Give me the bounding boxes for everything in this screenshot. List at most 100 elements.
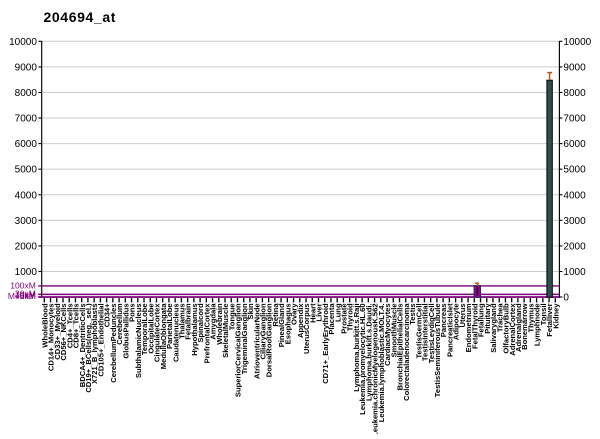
- svg-text:8000: 8000: [563, 88, 586, 99]
- svg-text:10000: 10000: [563, 37, 591, 48]
- svg-text:Leukemia.lymphoblastic.MOLT.4.: Leukemia.lymphoblastic.MOLT.4.: [377, 303, 386, 422]
- svg-text:Thyroid: Thyroid: [346, 303, 355, 331]
- svg-text:Placenta: Placenta: [327, 303, 336, 335]
- svg-text:Skin: Skin: [246, 303, 255, 319]
- svg-text:Fetallung: Fetallung: [477, 303, 486, 337]
- svg-text:Esophagus: Esophagus: [283, 303, 292, 344]
- svg-text:Trachea: Trachea: [495, 303, 504, 332]
- svg-text:Testis: Testis: [408, 303, 417, 324]
- svg-text:AdrenalCortex: AdrenalCortex: [508, 303, 517, 356]
- svg-text:Prostate: Prostate: [340, 303, 349, 333]
- svg-text:10000: 10000: [9, 37, 37, 48]
- svg-text:204694_at: 204694_at: [44, 9, 117, 25]
- svg-text:Adrenalgland: Adrenalgland: [514, 303, 523, 352]
- svg-text:TemporalLobe: TemporalLobe: [140, 303, 149, 355]
- svg-text:CiliaryGanglion: CiliaryGanglion: [259, 303, 268, 359]
- svg-text:CardiacMyocytes: CardiacMyocytes: [383, 303, 392, 365]
- svg-text:Caudatenucleus: Caudatenucleus: [171, 303, 180, 362]
- svg-text:SuperiorCervicalGanglion: SuperiorCervicalGanglion: [234, 303, 243, 397]
- svg-text:Lymphoma.burkitt.s.Daudi.: Lymphoma.burkitt.s.Daudi.: [364, 303, 373, 401]
- svg-text:Leukemia.promyelocytic.HL.60: Leukemia.promyelocytic.HL.60: [358, 303, 367, 414]
- svg-text:5000: 5000: [15, 165, 38, 176]
- svg-text:SkeletalMuscle: SkeletalMuscle: [221, 303, 230, 357]
- svg-text:BDCA4+_DentriticCells: BDCA4+_DentriticCells: [78, 303, 87, 387]
- svg-text:Pancreas: Pancreas: [439, 303, 448, 337]
- svg-text:2000: 2000: [563, 241, 586, 252]
- svg-text:Cerebellum: Cerebellum: [115, 303, 124, 345]
- svg-text:7000: 7000: [563, 114, 586, 125]
- svg-text:Appendix: Appendix: [296, 303, 305, 338]
- svg-text:Colorectaladenocarcinoma: Colorectaladenocarcinoma: [402, 303, 411, 401]
- svg-text:CD33+_Myeloid: CD33+_Myeloid: [53, 303, 62, 360]
- svg-text:3xM: 3xM: [20, 291, 36, 301]
- svg-text:PrefrontalCortex: PrefrontalCortex: [202, 303, 211, 364]
- svg-text:TestisLeydigCell: TestisLeydigCell: [427, 303, 436, 363]
- svg-text:5000: 5000: [563, 165, 586, 176]
- svg-text:CD14+_Monocytes: CD14+_Monocytes: [47, 303, 56, 371]
- svg-text:8000: 8000: [15, 88, 38, 99]
- svg-text:1000: 1000: [15, 267, 38, 278]
- svg-text:CD19+_BCells(neg._sel.): CD19+_BCells(neg._sel.): [84, 303, 93, 393]
- svg-text:Ovary: Ovary: [290, 303, 299, 325]
- svg-text:PinealGland: PinealGland: [277, 303, 286, 347]
- svg-text:TestisInterstitial: TestisInterstitial: [421, 303, 430, 361]
- svg-text:Spinalcord: Spinalcord: [196, 303, 205, 343]
- svg-text:SubthalamicNucleus: SubthalamicNucleus: [134, 303, 143, 378]
- svg-text:BronchialEpithelialCells: BronchialEpithelialCells: [396, 303, 405, 390]
- svg-text:Liver: Liver: [315, 303, 324, 321]
- svg-text:Thalamus: Thalamus: [178, 303, 187, 338]
- svg-text:CD4+_Tcells: CD4+_Tcells: [65, 303, 74, 348]
- svg-text:Adipocyte: Adipocyte: [452, 303, 461, 340]
- svg-text:AtrioventricularNode: AtrioventricularNode: [252, 303, 261, 379]
- svg-text:ParietalLobe: ParietalLobe: [165, 303, 174, 349]
- svg-text:Heart: Heart: [308, 303, 317, 323]
- svg-text:UterusCorpus: UterusCorpus: [302, 303, 311, 354]
- svg-text:4000: 4000: [563, 190, 586, 201]
- svg-text:Retina: Retina: [271, 303, 280, 327]
- svg-text:Median: Median: [8, 291, 36, 301]
- svg-text:100xM: 100xM: [10, 281, 36, 291]
- svg-text:TestisGermCell: TestisGermCell: [414, 303, 423, 358]
- svg-text:Wholebrain: Wholebrain: [215, 303, 224, 345]
- svg-text:TrigeminalGanglion: TrigeminalGanglion: [240, 303, 249, 374]
- svg-text:1000: 1000: [563, 267, 586, 278]
- svg-text:3000: 3000: [563, 216, 586, 227]
- svg-text:2000: 2000: [15, 241, 38, 252]
- svg-text:Hypothalamus: Hypothalamus: [190, 303, 199, 355]
- svg-text:CD56+_NKCells: CD56+_NKCells: [59, 303, 68, 360]
- svg-text:Fetalbrain: Fetalbrain: [184, 303, 193, 340]
- svg-text:Lymphoma.burkitt.s.Raji: Lymphoma.burkitt.s.Raji: [352, 303, 361, 391]
- svg-text:CD8+_Tcells: CD8+_Tcells: [72, 303, 81, 348]
- svg-text:CD71+_EarlyErythroid: CD71+_EarlyErythroid: [321, 303, 330, 384]
- svg-text:X721_B_lymphoblasts: X721_B_lymphoblasts: [90, 303, 99, 384]
- svg-text:Thymus: Thymus: [526, 303, 535, 332]
- svg-text:Kidney: Kidney: [551, 303, 560, 329]
- svg-text:OlfactoryBulb: OlfactoryBulb: [502, 303, 511, 354]
- svg-text:0: 0: [563, 293, 569, 304]
- svg-text:Amygdala: Amygdala: [209, 303, 218, 340]
- svg-text:MedullaOblongata: MedullaOblongata: [159, 303, 168, 370]
- svg-text:9000: 9000: [15, 62, 38, 73]
- svg-text:CerebellumPeduncles: CerebellumPeduncles: [109, 303, 118, 382]
- svg-text:9000: 9000: [563, 62, 586, 73]
- svg-text:6000: 6000: [563, 139, 586, 150]
- svg-text:Fetalliver: Fetalliver: [545, 303, 554, 336]
- svg-text:4000: 4000: [15, 190, 38, 201]
- svg-text:Bonemarrow: Bonemarrow: [520, 303, 529, 350]
- svg-text:TestisSeminiferousTubule: TestisSeminiferousTubule: [433, 303, 442, 397]
- svg-text:Salivarygland: Salivarygland: [489, 303, 498, 353]
- svg-text:Tongue: Tongue: [227, 303, 236, 330]
- svg-text:CD105+_Endothelial: CD105+_Endothelial: [96, 303, 105, 376]
- svg-text:Tonsil: Tonsil: [539, 303, 548, 325]
- svg-text:Pituitary: Pituitary: [483, 303, 492, 334]
- svg-text:7000: 7000: [15, 114, 38, 125]
- svg-text:Lung: Lung: [333, 303, 342, 322]
- svg-text:FetalThyroid: FetalThyroid: [470, 303, 479, 349]
- svg-text:10xM: 10xM: [15, 290, 36, 300]
- svg-text:3000: 3000: [15, 216, 38, 227]
- svg-text:DorsalRootGanglion: DorsalRootGanglion: [265, 303, 274, 377]
- svg-text:OccipitalLobe: OccipitalLobe: [146, 303, 155, 353]
- svg-text:GlobusPallidus: GlobusPallidus: [121, 303, 130, 358]
- svg-text:6000: 6000: [15, 139, 38, 150]
- svg-text:Endometrium: Endometrium: [464, 303, 473, 352]
